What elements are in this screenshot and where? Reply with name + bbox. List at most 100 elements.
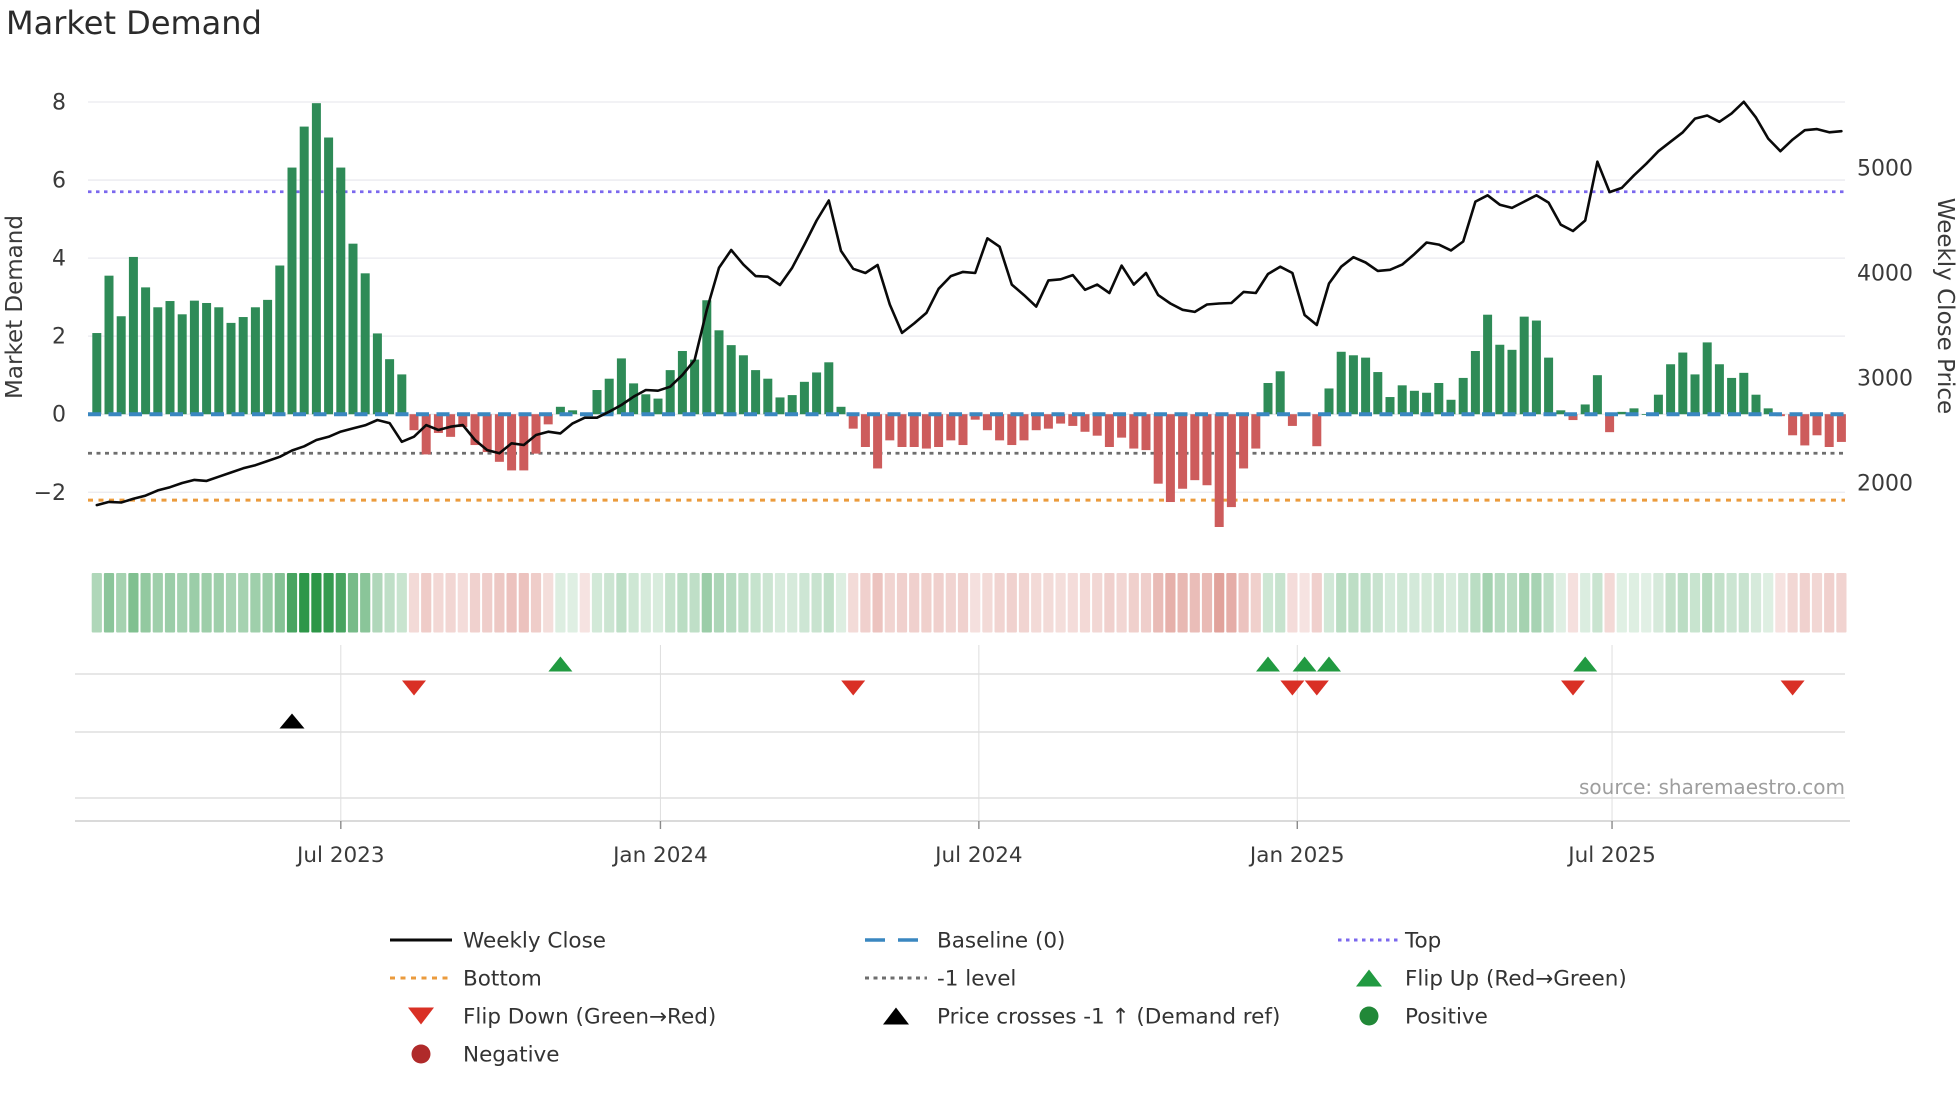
demand-bar <box>287 167 297 415</box>
heatmap-cell <box>677 573 688 633</box>
legend-label: Weekly Close <box>463 929 606 954</box>
demand-bar <box>1068 414 1078 426</box>
heatmap-cell <box>640 573 651 633</box>
demand-bar <box>1800 414 1810 446</box>
demand-bar <box>1141 414 1151 451</box>
demand-bar <box>1727 377 1737 415</box>
demand-bar <box>751 370 761 415</box>
demand-bar <box>1714 364 1724 415</box>
heatmap-cell <box>909 573 920 633</box>
heatmap-cell <box>1470 573 1481 633</box>
heatmap-cell <box>970 573 981 633</box>
demand-bar <box>397 374 407 415</box>
demand-bar <box>177 314 187 415</box>
demand-bar <box>1617 411 1627 415</box>
demand-bar <box>543 414 553 425</box>
heatmap-cell <box>262 573 273 633</box>
demand-tick-label: 2 <box>52 325 66 350</box>
heatmap-cell <box>1531 573 1542 633</box>
heatmap-cell <box>1543 573 1554 633</box>
heatmap-cell <box>1372 573 1383 633</box>
heatmap-cell <box>360 573 371 633</box>
heatmap-cell <box>872 573 883 633</box>
heatmap-cell <box>311 573 322 633</box>
demand-bar <box>1214 414 1224 527</box>
heatmap-cell <box>1763 573 1774 633</box>
demand-bar <box>1605 414 1615 433</box>
heatmap-cell <box>372 573 383 633</box>
heatmap-cell <box>335 573 346 633</box>
demand-bar <box>787 395 797 415</box>
heatmap-cell <box>1653 573 1664 633</box>
heatmap-cell <box>1616 573 1627 633</box>
legend-label: Top <box>1404 929 1441 954</box>
weekly-close-line <box>95 100 1843 507</box>
heatmap-cell <box>457 573 468 633</box>
flip-up-marker <box>1256 656 1280 672</box>
heatmap-cell <box>811 573 822 633</box>
demand-bar <box>1824 414 1834 447</box>
demand-bar <box>311 103 321 415</box>
demand-bar <box>1519 316 1529 415</box>
demand-tick-label: 8 <box>52 91 66 116</box>
demand-bar <box>1507 349 1517 415</box>
heatmap-cell <box>1689 573 1701 633</box>
demand-bar <box>1312 414 1322 447</box>
flip-down-icon <box>408 1007 434 1025</box>
demand-bar <box>665 370 675 415</box>
demand-bar <box>372 333 382 415</box>
heatmap-cell <box>140 573 151 633</box>
demand-bar <box>165 301 175 415</box>
demand-bar <box>1409 390 1419 415</box>
heatmap-cell <box>957 573 969 633</box>
flip-down-marker <box>402 680 426 696</box>
demand-bar <box>1458 377 1468 415</box>
demand-bar <box>702 300 712 415</box>
heatmap-cell <box>1714 573 1725 633</box>
heatmap-cell <box>726 573 737 633</box>
heatmap-cell <box>994 573 1005 633</box>
heatmap-cell <box>1592 573 1603 633</box>
demand-bar <box>1495 344 1505 415</box>
demand-bar <box>250 307 260 415</box>
demand-bar <box>1592 375 1602 415</box>
heatmap-cell <box>1677 573 1688 633</box>
demand-bar <box>1666 364 1676 415</box>
demand-bar <box>1361 357 1371 415</box>
heatmap-cell <box>579 573 590 633</box>
heatmap-cell <box>896 573 908 633</box>
demand-bar <box>836 406 846 415</box>
x-tick-label: Jul 2023 <box>295 843 385 868</box>
right-axis-title: Weekly Close Price <box>1932 198 1958 414</box>
legend-label: Bottom <box>463 967 542 992</box>
heatmap-cell <box>1824 573 1835 633</box>
flip-up-marker <box>1292 656 1317 672</box>
demand-bar <box>1812 414 1822 436</box>
demand-bar <box>1556 410 1566 415</box>
flip-up-marker <box>548 656 573 672</box>
heatmap-cell <box>1311 573 1322 633</box>
demand-bar <box>1470 350 1480 415</box>
demand-bar <box>1580 404 1590 415</box>
demand-bar <box>921 414 931 449</box>
legend-label: Price crosses -1 ↑ (Demand ref) <box>937 1005 1280 1030</box>
demand-bar <box>1702 342 1712 415</box>
heatmap-cell <box>555 573 566 633</box>
demand-bar <box>616 358 626 415</box>
heatmap-cell <box>1738 573 1749 633</box>
flip-up-marker <box>1317 656 1341 672</box>
demand-bar <box>1336 351 1346 415</box>
demand-bar <box>641 394 651 415</box>
flip-up-marker <box>1573 656 1598 672</box>
demand-bar <box>1690 374 1700 415</box>
legend-label: Flip Up (Red→Green) <box>1405 967 1627 992</box>
heatmap-cell <box>128 573 139 633</box>
heatmap-cell <box>299 573 310 633</box>
demand-bar <box>141 287 151 415</box>
heatmap-cell <box>1043 573 1054 633</box>
heatmap-cell <box>823 573 834 633</box>
demand-bar <box>1739 372 1749 415</box>
demand-bar <box>1275 371 1285 415</box>
demand-bar <box>1544 357 1554 415</box>
